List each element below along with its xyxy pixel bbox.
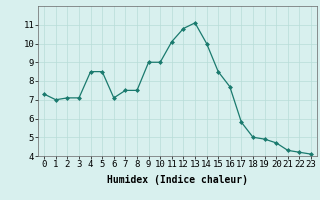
X-axis label: Humidex (Indice chaleur): Humidex (Indice chaleur) bbox=[107, 175, 248, 185]
